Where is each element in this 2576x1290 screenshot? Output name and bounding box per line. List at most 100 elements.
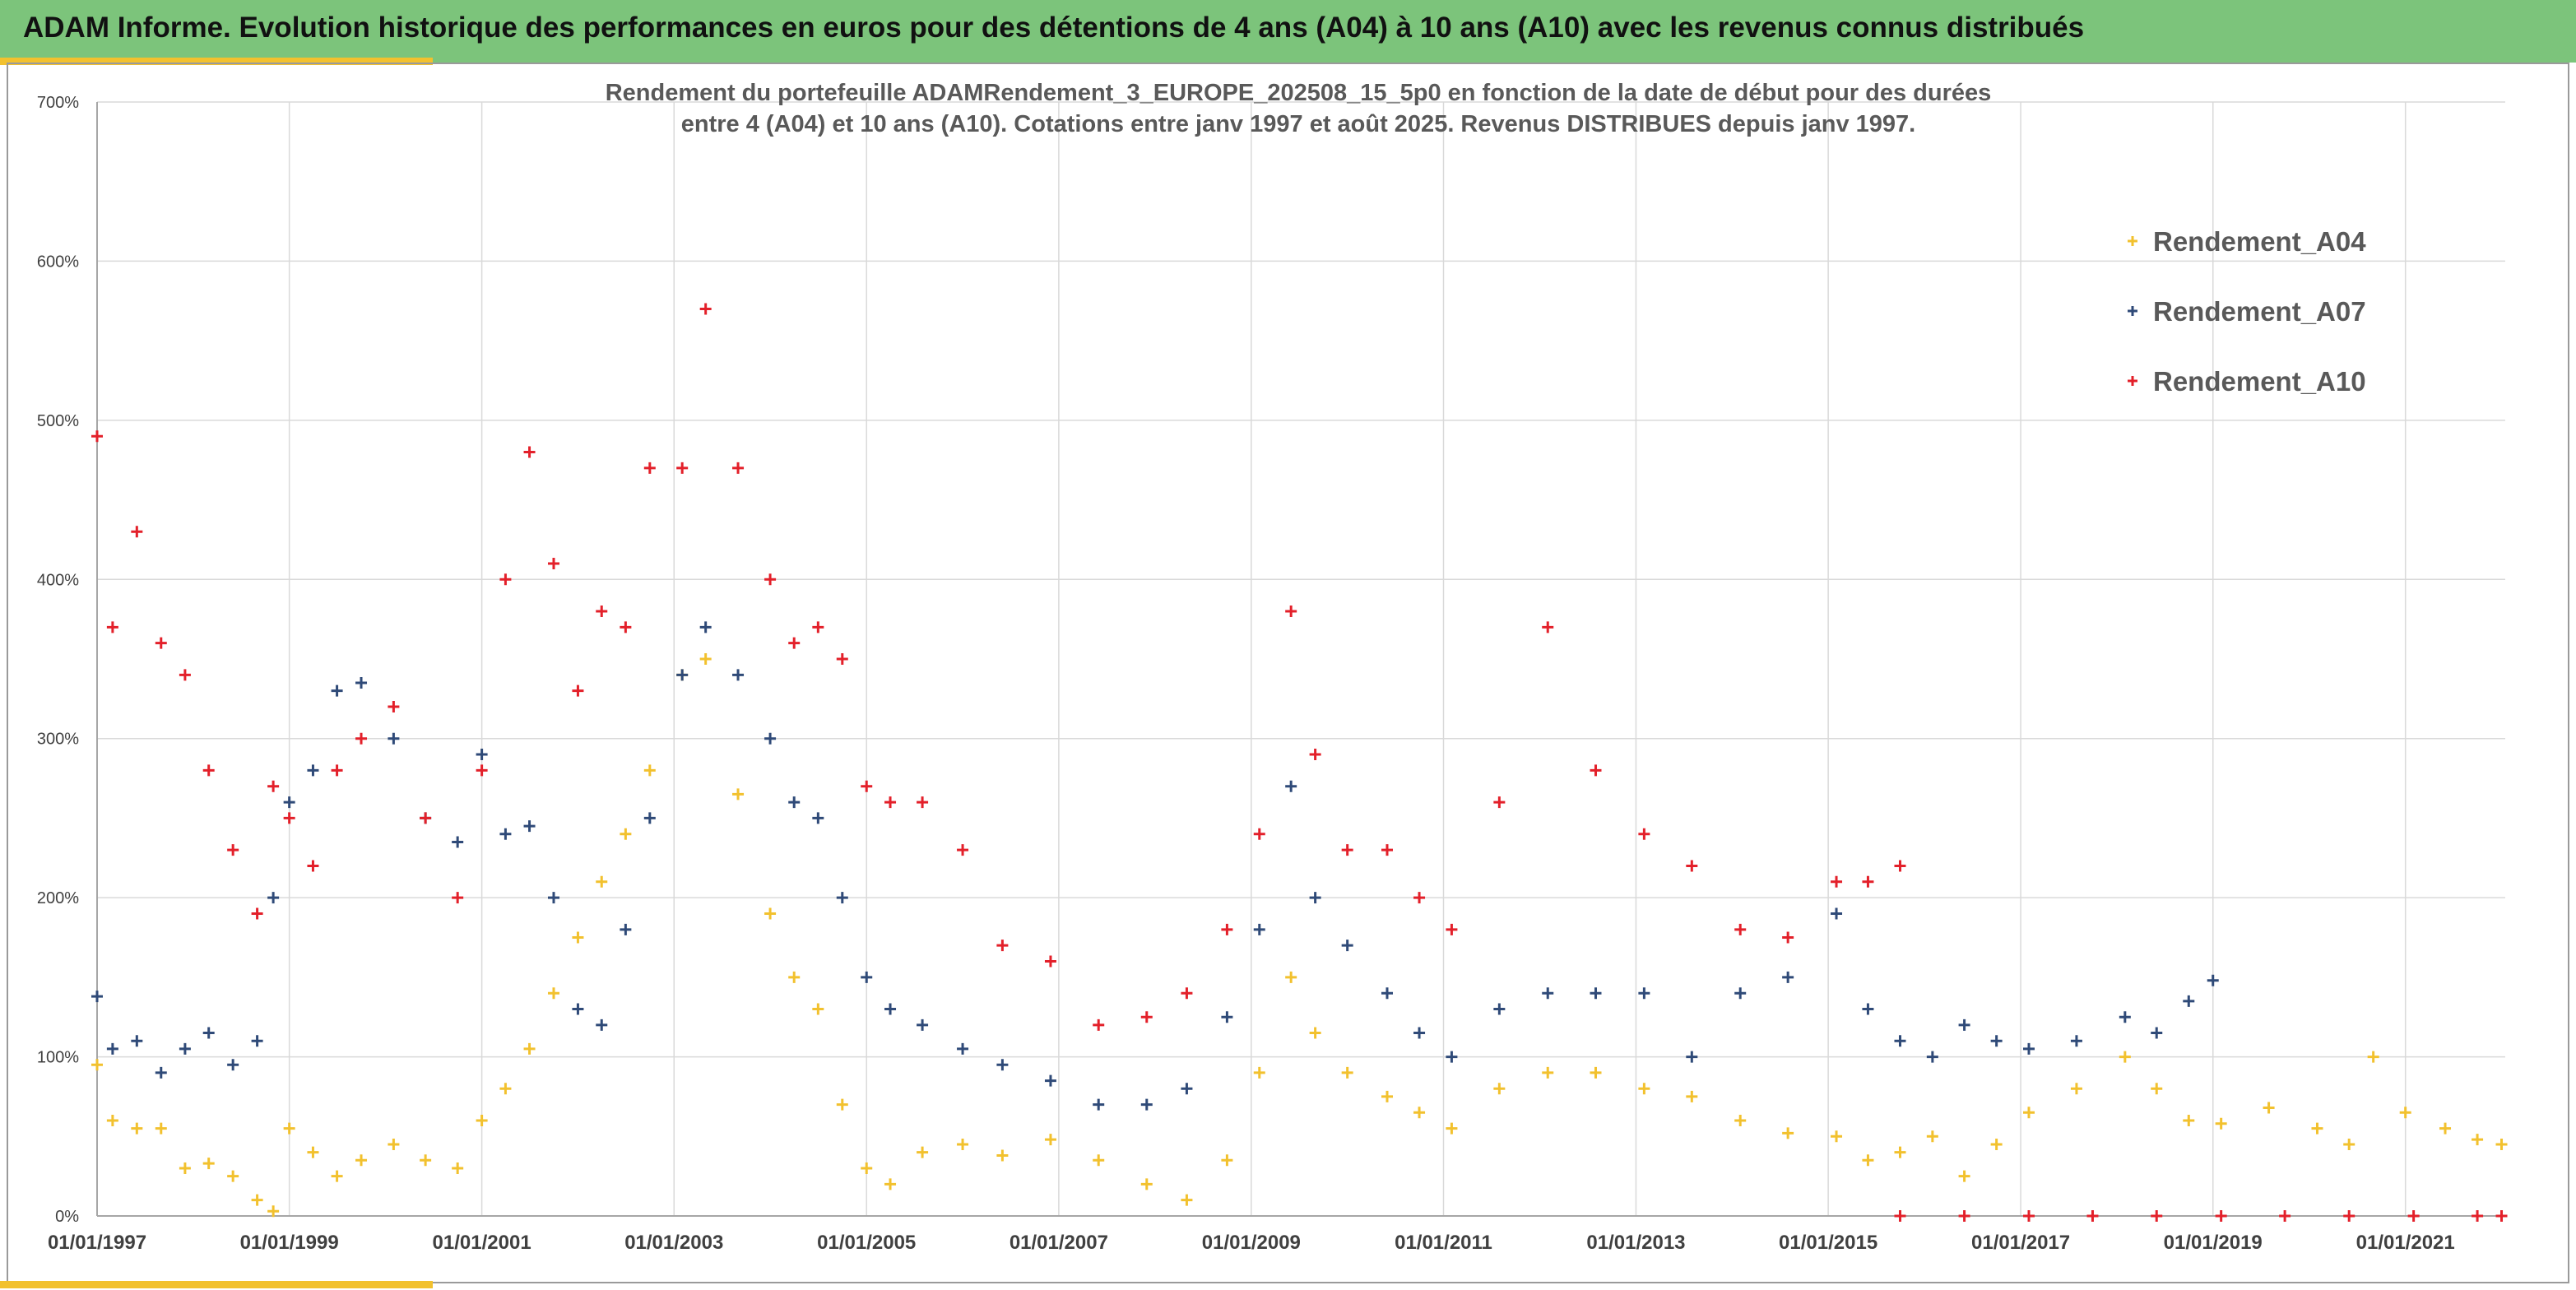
accent-bar-top — [0, 58, 433, 65]
data-point-Rendement_A04 — [2119, 1051, 2131, 1063]
data-point-Rendement_A10 — [2495, 1210, 2508, 1222]
data-point-Rendement_A04 — [2439, 1122, 2452, 1135]
gridlines — [96, 101, 2505, 1217]
data-point-Rendement_A04 — [1862, 1154, 1874, 1167]
data-point-Rendement_A07 — [1990, 1035, 2003, 1047]
data-point-Rendement_A10 — [732, 462, 745, 474]
data-point-Rendement_A07 — [1493, 1003, 1506, 1015]
data-point-Rendement_A07 — [788, 796, 801, 809]
data-point-Rendement_A04 — [307, 1146, 319, 1158]
data-point-Rendement_A04 — [1590, 1066, 1602, 1079]
data-point-Rendement_A04 — [155, 1122, 167, 1135]
x-tick-label: 01/01/2007 — [1010, 1232, 1108, 1254]
data-point-Rendement_A04 — [732, 788, 745, 800]
data-point-Rendement_A10 — [523, 446, 536, 458]
data-point-Rendement_A04 — [452, 1162, 464, 1174]
data-point-Rendement_A04 — [2311, 1122, 2323, 1135]
data-point-Rendement_A07 — [957, 1042, 969, 1055]
data-point-Rendement_A07 — [884, 1003, 897, 1015]
data-point-Rendement_A10 — [699, 303, 712, 315]
data-point-Rendement_A10 — [2151, 1210, 2163, 1222]
data-point-Rendement_A04 — [996, 1149, 1009, 1162]
x-tick-label: 01/01/2021 — [2356, 1232, 2455, 1254]
data-point-Rendement_A04 — [572, 931, 584, 944]
data-point-Rendement_A07 — [476, 749, 488, 761]
data-point-Rendement_A04 — [2215, 1117, 2227, 1130]
y-tick-label: 500% — [37, 412, 79, 430]
data-point-Rendement_A07 — [307, 764, 319, 777]
data-point-Rendement_A10 — [1309, 749, 1321, 761]
x-tick-label: 01/01/1999 — [240, 1232, 339, 1254]
y-tick-label: 300% — [37, 731, 79, 749]
legend-label: Rendement_A04 — [2153, 226, 2366, 257]
data-point-Rendement_A04 — [643, 764, 656, 777]
data-point-Rendement_A04 — [2263, 1102, 2275, 1114]
data-point-Rendement_A10 — [1446, 923, 1458, 935]
x-tick-label: 01/01/2011 — [1395, 1232, 1492, 1254]
data-point-Rendement_A04 — [251, 1194, 263, 1206]
data-point-Rendement_A07 — [251, 1035, 263, 1047]
chart-frame — [7, 63, 2569, 1283]
data-point-Rendement_A07 — [2183, 995, 2195, 1007]
data-point-Rendement_A10 — [2023, 1210, 2035, 1222]
data-point-Rendement_A10 — [2279, 1210, 2291, 1222]
data-point-Rendement_A04 — [699, 653, 712, 665]
data-point-Rendement_A04 — [2343, 1138, 2356, 1150]
legend-marker — [2128, 376, 2137, 386]
data-point-Rendement_A07 — [202, 1027, 215, 1039]
data-point-Rendement_A04 — [388, 1138, 400, 1150]
data-point-Rendement_A04 — [267, 1205, 280, 1218]
data-point-Rendement_A04 — [1638, 1083, 1650, 1095]
data-point-Rendement_A10 — [202, 764, 215, 777]
data-point-Rendement_A04 — [2399, 1107, 2411, 1119]
data-point-Rendement_A07 — [1638, 987, 1650, 1000]
data-point-Rendement_A04 — [1253, 1066, 1265, 1079]
data-point-Rendement_A07 — [2119, 1011, 2131, 1023]
data-point-Rendement_A10 — [452, 892, 464, 904]
data-point-Rendement_A07 — [1285, 780, 1297, 792]
data-point-Rendement_A10 — [1181, 987, 1193, 1000]
data-point-Rendement_A04 — [1309, 1027, 1321, 1039]
data-point-Rendement_A07 — [388, 732, 400, 745]
data-point-Rendement_A04 — [1990, 1138, 2003, 1150]
data-point-Rendement_A07 — [1782, 971, 1794, 983]
data-point-Rendement_A07 — [732, 669, 745, 681]
data-point-Rendement_A04 — [1221, 1154, 1233, 1167]
data-point-Rendement_A04 — [884, 1178, 897, 1190]
data-point-Rendement_A10 — [1590, 764, 1602, 777]
legend-label: Rendement_A07 — [2153, 296, 2366, 327]
data-point-Rendement_A07 — [2207, 974, 2219, 986]
x-tick-label: 01/01/2001 — [433, 1232, 531, 1254]
data-point-Rendement_A04 — [106, 1114, 118, 1126]
data-point-Rendement_A10 — [1686, 860, 1698, 872]
data-point-Rendement_A10 — [91, 430, 103, 443]
data-point-Rendement_A07 — [1093, 1098, 1105, 1111]
data-point-Rendement_A07 — [1958, 1019, 1970, 1031]
y-tick-label: 400% — [37, 571, 79, 589]
data-point-Rendement_A10 — [547, 557, 559, 569]
data-point-Rendement_A10 — [812, 621, 824, 633]
data-point-Rendement_A07 — [131, 1035, 143, 1047]
data-point-Rendement_A10 — [106, 621, 118, 633]
data-point-Rendement_A07 — [106, 1042, 118, 1055]
data-point-Rendement_A07 — [699, 621, 712, 633]
data-point-Rendement_A04 — [861, 1162, 873, 1174]
data-point-Rendement_A04 — [957, 1138, 969, 1150]
data-point-Rendement_A04 — [331, 1170, 343, 1182]
data-point-Rendement_A04 — [1413, 1107, 1426, 1119]
data-point-Rendement_A04 — [1734, 1114, 1747, 1126]
data-point-Rendement_A04 — [1493, 1083, 1506, 1095]
data-point-Rendement_A10 — [267, 780, 280, 792]
data-point-Rendement_A07 — [676, 669, 689, 681]
data-point-Rendement_A10 — [331, 764, 343, 777]
data-point-Rendement_A10 — [2472, 1210, 2484, 1222]
data-point-Rendement_A07 — [861, 971, 873, 983]
data-point-Rendement_A10 — [596, 605, 608, 617]
data-point-Rendement_A04 — [1093, 1154, 1105, 1167]
data-point-Rendement_A07 — [836, 892, 848, 904]
data-point-Rendement_A10 — [1413, 892, 1426, 904]
data-point-Rendement_A07 — [267, 892, 280, 904]
data-point-Rendement_A07 — [452, 836, 464, 848]
data-point-Rendement_A07 — [331, 684, 343, 697]
data-point-Rendement_A07 — [1140, 1098, 1153, 1111]
